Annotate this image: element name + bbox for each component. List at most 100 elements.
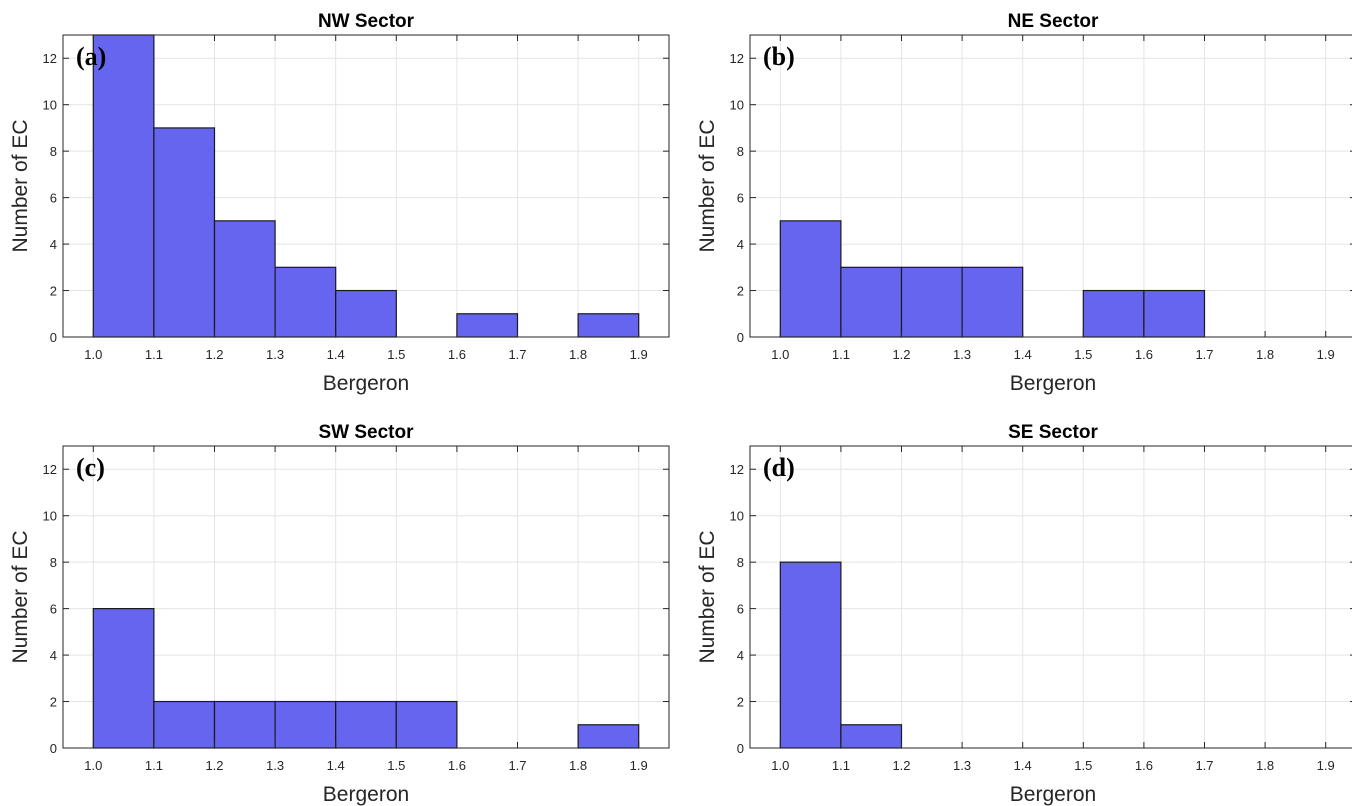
y-tick-label: 12 bbox=[43, 51, 57, 66]
y-axis-label: Number of EC bbox=[696, 119, 719, 252]
x-tick-label: 1.6 bbox=[1135, 347, 1153, 362]
x-tick-label: 1.0 bbox=[84, 347, 102, 362]
y-tick-label: 12 bbox=[730, 462, 744, 477]
x-tick-label: 1.5 bbox=[387, 347, 405, 362]
x-tick-label: 1.4 bbox=[1014, 347, 1032, 362]
chart-title: SW Sector bbox=[318, 422, 414, 443]
x-axis-label: Bergeron bbox=[1010, 783, 1096, 806]
panel-sw: 1.0 1.1 1.2 1.3 1.4 1.5 1.6 1.7 1.8 1.9024681012 … bbox=[9, 422, 670, 806]
y-tick-label: 4 bbox=[50, 648, 57, 663]
bars bbox=[92, 608, 640, 749]
y-tick-label: 4 bbox=[737, 237, 744, 252]
panel-label: (d) bbox=[763, 453, 795, 482]
y-tick-label: 0 bbox=[737, 330, 744, 345]
bars bbox=[779, 220, 1206, 338]
axes-frame bbox=[749, 445, 1352, 749]
histogram-bar bbox=[961, 266, 1024, 338]
histogram-bar bbox=[153, 127, 216, 338]
y-axis-label: Number of EC bbox=[9, 119, 32, 252]
histogram-bar bbox=[577, 724, 640, 749]
x-tick-label: 1.8 bbox=[569, 347, 587, 362]
histogram-bar bbox=[92, 34, 155, 338]
histogram-bar bbox=[92, 608, 155, 749]
chart-title: SE Sector bbox=[1008, 422, 1098, 443]
y-tick-label: 2 bbox=[737, 284, 744, 299]
y-tick-label: 6 bbox=[50, 602, 57, 617]
x-tick-label: 1.3 bbox=[953, 758, 971, 773]
y-axis-label: Number of EC bbox=[9, 530, 32, 663]
histogram-bar bbox=[456, 313, 519, 338]
x-tick-label: 1.4 bbox=[327, 758, 345, 773]
y-axis-label: Number of EC bbox=[696, 530, 719, 663]
x-tick-label: 1.3 bbox=[266, 758, 284, 773]
histogram-bar bbox=[274, 700, 337, 749]
axes-frame bbox=[749, 34, 1352, 338]
x-tick-label: 1.1 bbox=[832, 347, 850, 362]
histogram-bar bbox=[840, 724, 903, 749]
y-tick-label: 4 bbox=[737, 648, 744, 663]
axes: 1.0 1.1 1.2 1.3 1.4 1.5 1.6 1.7 1.8 1.9 0 2 4 6 8 10 12 bbox=[43, 34, 670, 362]
x-tick-label: 1.7 bbox=[508, 347, 526, 362]
bars bbox=[779, 561, 903, 749]
plot-area bbox=[63, 446, 669, 748]
chart-title: NE Sector bbox=[1008, 11, 1099, 32]
histogram-bar bbox=[335, 289, 397, 338]
x-tick-label: 1.1 bbox=[145, 758, 163, 773]
panel-ne: 1.0 1.1 1.2 1.3 1.4 1.5 1.6 1.7 1.8 1.9024681012 … bbox=[696, 11, 1352, 395]
x-tick-label: 1.2 bbox=[892, 758, 910, 773]
y-tick-label: 0 bbox=[50, 330, 57, 345]
y-tick-label: 12 bbox=[43, 462, 57, 477]
histogram-bar bbox=[1082, 289, 1145, 338]
x-tick-label: 1.9 bbox=[630, 347, 648, 362]
y-tick-label: 6 bbox=[737, 191, 744, 206]
x-tick-label: 1.4 bbox=[327, 347, 345, 362]
x-tick-label: 1.0 bbox=[84, 758, 102, 773]
y-tick-label: 12 bbox=[730, 51, 744, 66]
y-tick-label: 2 bbox=[50, 284, 57, 299]
histogram-bar bbox=[900, 266, 963, 338]
bars bbox=[92, 34, 640, 338]
x-tick-label: 1.2 bbox=[205, 347, 223, 362]
x-tick-label: 1.5 bbox=[387, 758, 405, 773]
x-tick-label: 1.6 bbox=[448, 347, 466, 362]
histogram-bar bbox=[395, 700, 458, 749]
x-tick-label: 1.0 bbox=[771, 347, 789, 362]
panel-label: (c) bbox=[76, 453, 105, 482]
x-tick-label: 1.9 bbox=[1317, 758, 1335, 773]
x-tick-label: 1.2 bbox=[892, 347, 910, 362]
x-tick-label: 1.0 bbox=[771, 758, 789, 773]
histogram-bar bbox=[213, 220, 276, 338]
panel-nw: 1.0 1.1 1.2 1.3 1.4 1.5 1.6 1.7 1.8 1.9024681012 … bbox=[9, 11, 670, 395]
histogram-bar bbox=[577, 313, 640, 338]
x-tick-label: 1.3 bbox=[266, 347, 284, 362]
chart-title: NW Sector bbox=[318, 11, 415, 32]
y-tick-label: 2 bbox=[50, 695, 57, 710]
x-tick-label: 1.6 bbox=[448, 758, 466, 773]
x-tick-label: 1.4 bbox=[1014, 758, 1032, 773]
x-tick-label: 1.8 bbox=[569, 758, 587, 773]
y-tick-label: 10 bbox=[43, 98, 57, 113]
x-tick-label: 1.1 bbox=[145, 347, 163, 362]
axes: 1.0 1.1 1.2 1.3 1.4 1.5 1.6 1.7 1.8 1.9 0 2 4 6 8 10 12 bbox=[730, 445, 1352, 773]
axes-frame bbox=[62, 445, 670, 749]
y-tick-label: 4 bbox=[50, 237, 57, 252]
x-tick-label: 1.9 bbox=[630, 758, 648, 773]
y-tick-label: 6 bbox=[737, 602, 744, 617]
histogram-bar bbox=[840, 266, 903, 338]
x-axis-label: Bergeron bbox=[1010, 372, 1096, 395]
histogram-bar bbox=[335, 700, 397, 749]
y-tick-label: 6 bbox=[50, 191, 57, 206]
plot-area bbox=[750, 446, 1352, 748]
axes-frame bbox=[62, 34, 670, 338]
x-tick-label: 1.9 bbox=[1317, 347, 1335, 362]
x-tick-label: 1.8 bbox=[1256, 758, 1274, 773]
histogram-bar bbox=[274, 266, 337, 338]
y-tick-label: 8 bbox=[737, 144, 744, 159]
panel-label: (b) bbox=[763, 42, 795, 71]
histogram-bar bbox=[779, 561, 842, 749]
panel-se: 1.0 1.1 1.2 1.3 1.4 1.5 1.6 1.7 1.8 1.9024681012 … bbox=[696, 422, 1352, 806]
x-tick-label: 1.2 bbox=[205, 758, 223, 773]
y-tick-label: 2 bbox=[737, 695, 744, 710]
x-tick-label: 1.1 bbox=[832, 758, 850, 773]
